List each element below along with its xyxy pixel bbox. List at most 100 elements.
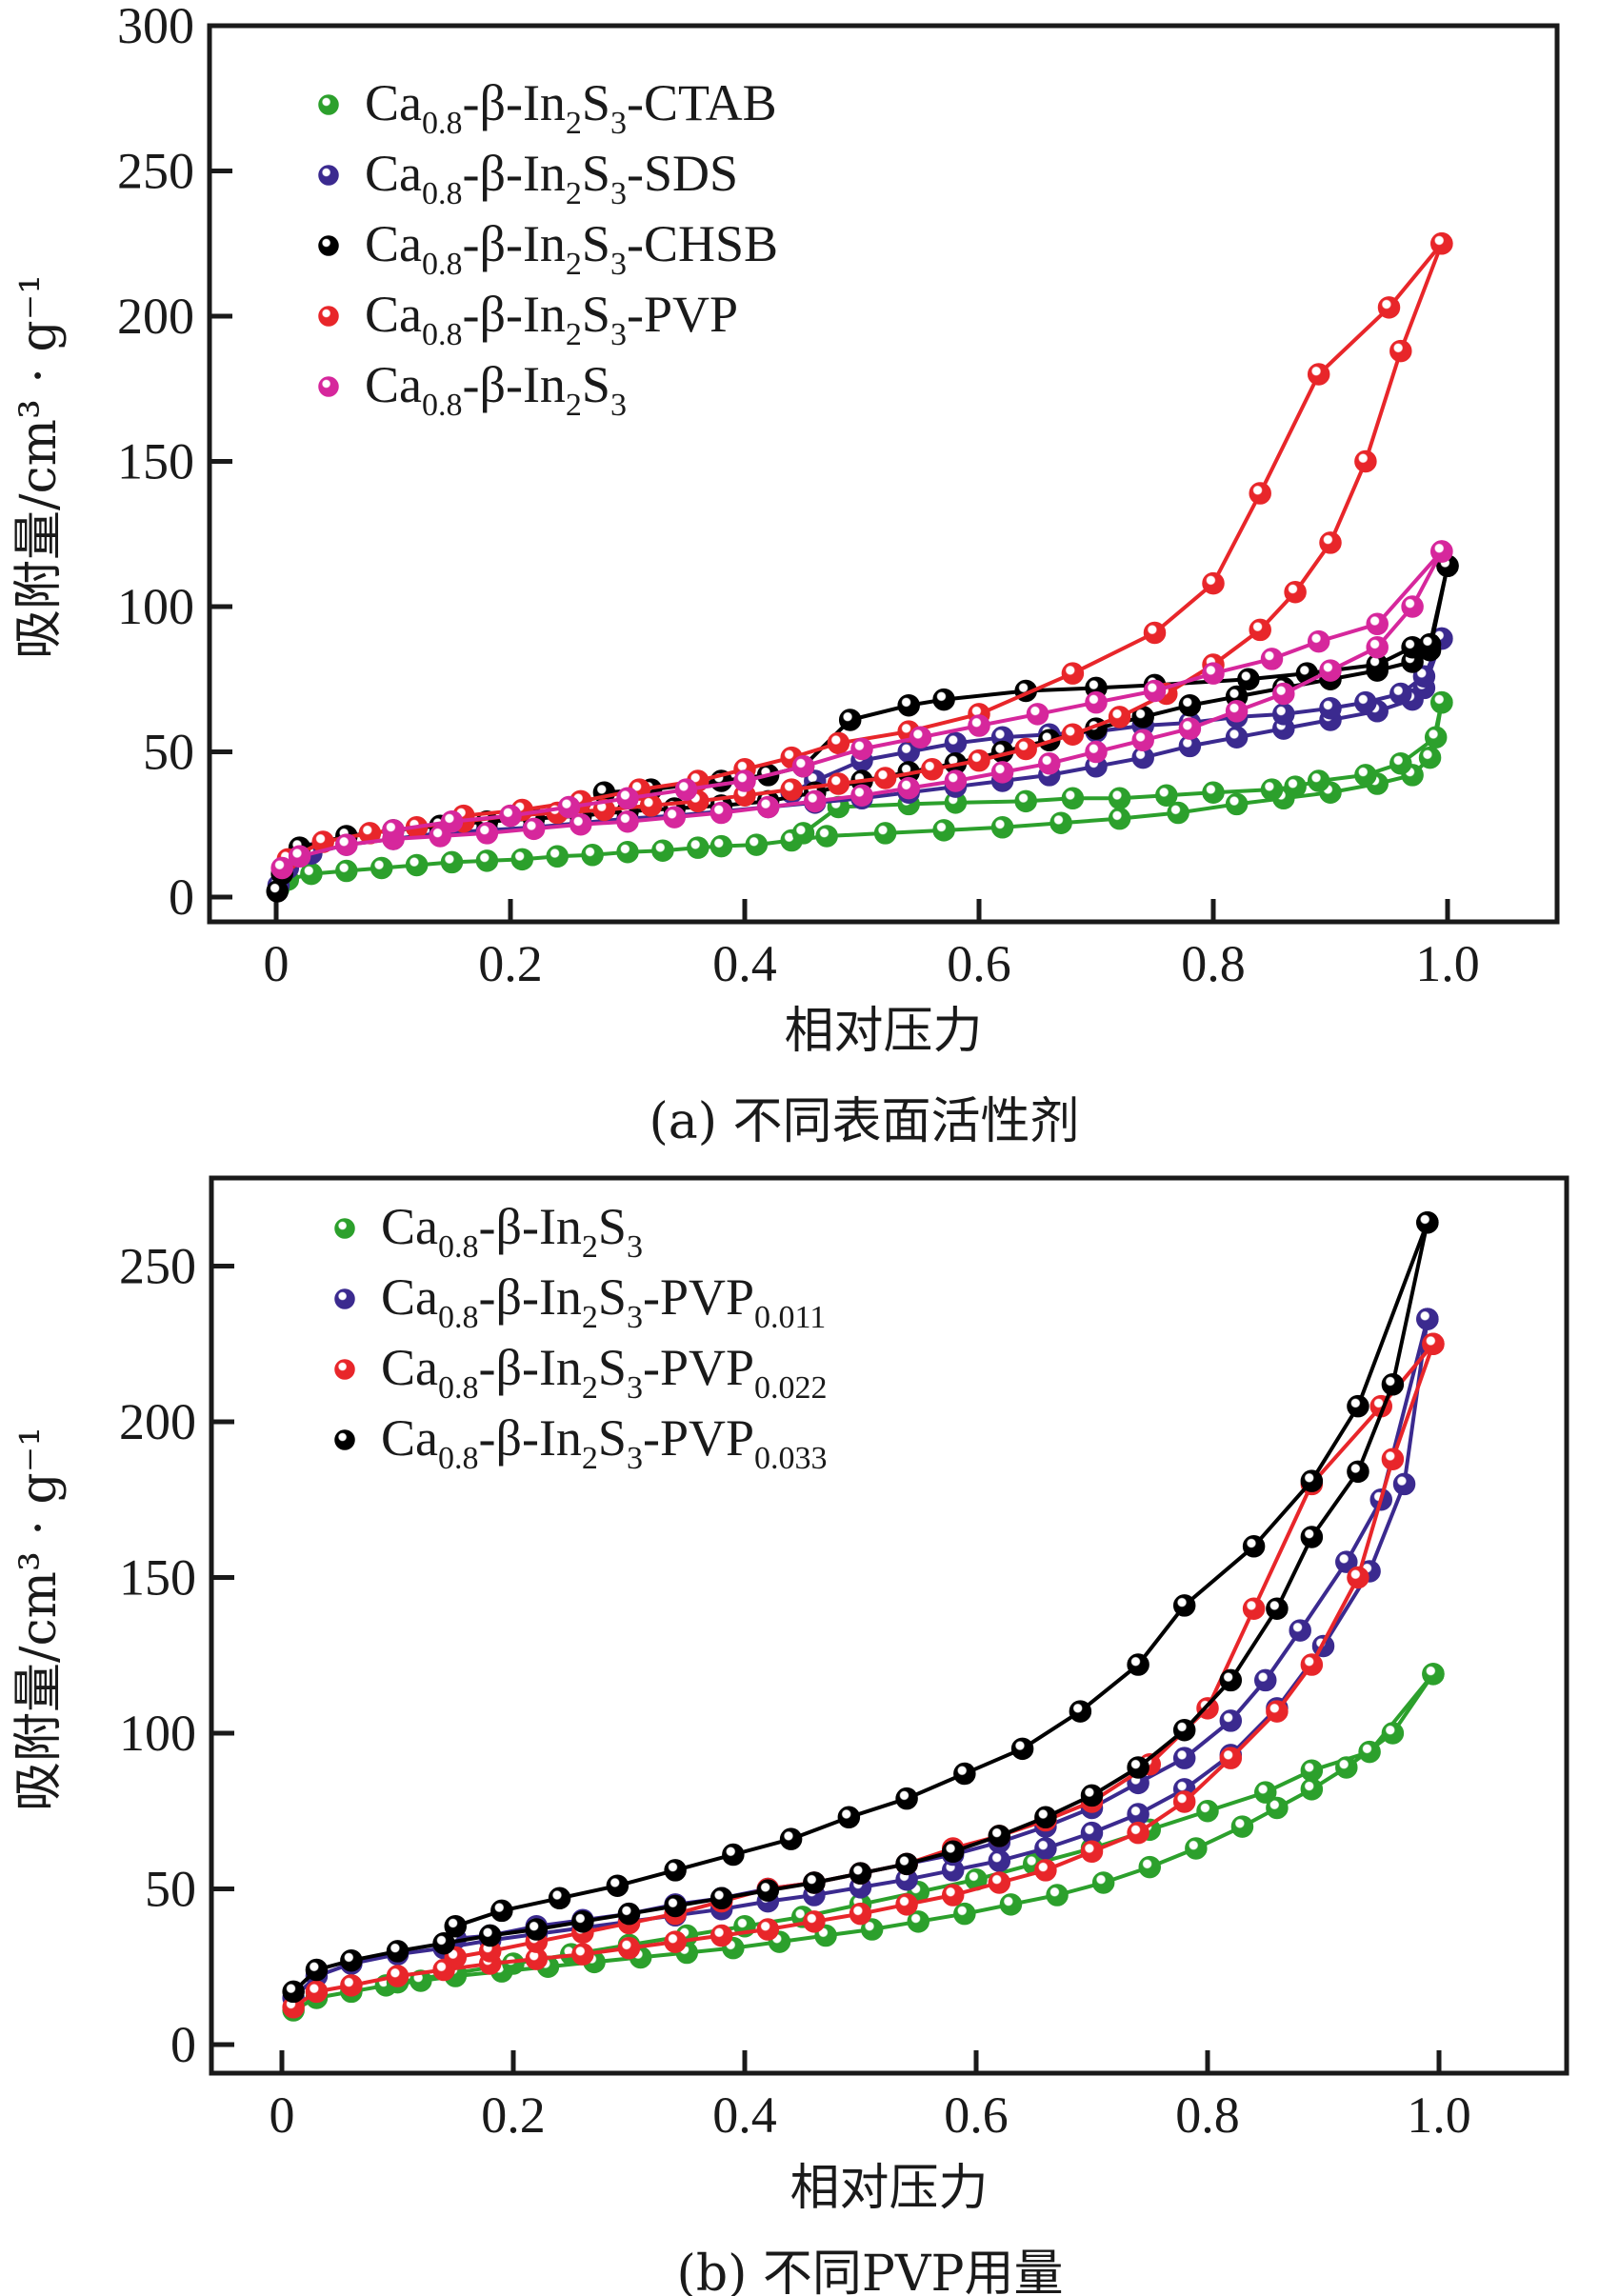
adsorption-point: [990, 761, 1014, 784]
adsorption-point: [895, 1893, 918, 1916]
adsorption-point: [687, 836, 710, 859]
x-tick-label: 0.8: [1181, 935, 1246, 992]
panel-caption: (b) 不同PVP用量: [677, 2246, 1064, 2296]
adsorption-point: [944, 769, 968, 792]
desorption-point: [779, 1827, 803, 1850]
desorption-point: [1377, 296, 1401, 319]
y-axis-title: 吸附量/cm³ · g⁻¹: [10, 1427, 68, 1811]
adsorption-point: [1249, 618, 1271, 642]
desorption-point: [1284, 775, 1307, 798]
adsorption-point: [1172, 1718, 1196, 1742]
desorption-point: [674, 778, 698, 801]
desorption-line: [454, 1221, 1429, 1928]
adsorption-point: [651, 839, 674, 862]
desorption-point: [1172, 1594, 1196, 1617]
legend-marker: [334, 1288, 355, 1309]
adsorption-point: [270, 856, 293, 880]
adsorption-point: [941, 1840, 965, 1864]
adsorption-point: [1319, 659, 1342, 682]
adsorption-point: [1225, 726, 1249, 749]
legend-label: Ca0.8-β-In2S3: [381, 1198, 643, 1265]
y-tick-label: 300: [117, 0, 194, 54]
adsorption-point: [1127, 1821, 1149, 1845]
adsorption-point: [664, 1894, 687, 1918]
adsorption-point: [335, 859, 358, 883]
desorption-point: [838, 709, 862, 731]
desorption-point: [1237, 668, 1260, 690]
adsorption-point: [1014, 737, 1037, 761]
desorption-point: [791, 822, 815, 845]
adsorption-point: [386, 1965, 410, 1987]
legend-item: Ca0.8-β-In2S3-CTAB: [318, 74, 777, 141]
adsorption-point: [282, 1980, 305, 2004]
adsorption-point: [370, 856, 393, 880]
desorption-point: [1289, 1619, 1311, 1642]
adsorption-point: [616, 809, 639, 833]
legend-label: Ca0.8-β-In2S3-PVP: [365, 286, 738, 352]
adsorption-point: [1131, 729, 1154, 752]
plot-area: [282, 1210, 1445, 2022]
adsorption-point: [1225, 792, 1249, 816]
x-axis-title: 相对压力: [784, 1003, 982, 1060]
adsorption-point: [432, 1931, 455, 1955]
desorption-point: [490, 1899, 513, 1923]
legend-item: Ca0.8-β-In2S3-PVP: [318, 286, 738, 352]
adsorption-point: [510, 848, 534, 871]
adsorption-point: [386, 1940, 410, 1963]
desorption-point: [1219, 1709, 1243, 1732]
desorption-point: [733, 769, 756, 792]
adsorption-point: [860, 1918, 884, 1941]
legend-item: Ca0.8-β-In2S3-CHSB: [318, 215, 778, 282]
x-tick-label: 0.8: [1175, 2086, 1240, 2144]
desorption-point: [1202, 662, 1225, 685]
legend-label: Ca0.8-β-In2S3-PVP0.022: [381, 1339, 828, 1406]
adsorption-point: [827, 772, 850, 795]
y-tick-label: 250: [119, 1238, 196, 1295]
legend-label: Ca0.8-β-In2S3-PVP0.033: [381, 1409, 828, 1476]
adsorption-point: [1108, 807, 1131, 830]
adsorption-point: [850, 784, 873, 807]
desorption-point: [944, 731, 968, 755]
desorption-point: [1069, 1700, 1092, 1723]
desorption-point: [791, 755, 815, 778]
desorption-point: [664, 1859, 687, 1882]
y-tick-label: 150: [117, 433, 194, 490]
desorption-point: [850, 737, 873, 761]
adsorption-point: [756, 1879, 780, 1902]
adsorption-point: [1219, 1747, 1243, 1769]
y-tick-label: 0: [169, 868, 194, 926]
y-tick-label: 0: [170, 2016, 196, 2073]
desorption-point: [440, 809, 464, 833]
desorption-point: [1249, 482, 1271, 505]
desorption-point: [1242, 1535, 1266, 1558]
x-tick-label: 1.0: [1415, 935, 1480, 992]
desorption-point: [557, 795, 581, 819]
desorption-point: [1300, 1469, 1324, 1492]
adsorption-point: [1319, 531, 1342, 554]
x-tick-label: 0.4: [712, 2086, 777, 2144]
y-axis-title: 吸附量/cm³ · g⁻¹: [10, 274, 68, 659]
adsorption-point: [478, 1924, 502, 1947]
adsorption-point: [780, 778, 803, 801]
desorption-point: [968, 714, 990, 737]
adsorption-point: [581, 844, 604, 867]
y-tick-label: 100: [119, 1705, 196, 1762]
desorption-point: [1307, 769, 1330, 792]
desorption-point: [1389, 682, 1412, 706]
adsorption-point: [429, 825, 451, 848]
adsorption-point: [1185, 1837, 1208, 1860]
x-tick-label: 0: [264, 935, 290, 992]
adsorption-point: [1335, 1756, 1358, 1779]
adsorption-point: [849, 1862, 872, 1885]
adsorption-point: [1300, 1526, 1324, 1548]
panel-a: 0 0.2 0.4 0.6 0.8 1.0 0 50 100 150 200 250 300 相对压力 吸附…: [10, 0, 1560, 1150]
legend-marker: [318, 94, 339, 115]
adsorption-point: [895, 1852, 918, 1876]
desorption-point: [1143, 679, 1167, 703]
adsorption-point: [1347, 1566, 1369, 1589]
x-axis-title: 相对压力: [790, 2160, 988, 2217]
adsorption-point: [1178, 693, 1202, 717]
desorption-point: [953, 1762, 976, 1786]
legend-label: Ca0.8-β-In2S3: [365, 356, 627, 423]
series-0: [267, 690, 1453, 900]
